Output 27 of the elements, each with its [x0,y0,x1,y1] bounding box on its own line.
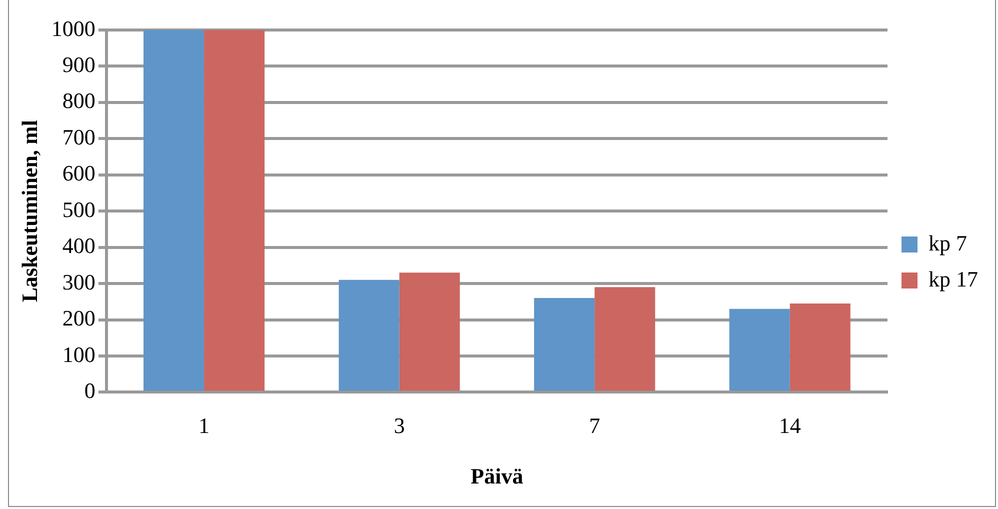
y-tick-label: 900 [62,52,96,77]
y-tick-label: 400 [62,233,96,258]
y-tick-label: 300 [62,269,96,294]
y-tick-label: 700 [62,124,96,150]
bar [534,298,595,391]
bar [338,280,400,391]
x-tick-label: 14 [778,413,801,438]
y-tick-label: 200 [62,306,96,331]
y-tick-label: 1000 [51,16,96,41]
bar [729,308,790,391]
bar [399,272,460,391]
y-tick-label: 500 [62,196,96,222]
bar [594,287,656,391]
y-tick-label: 800 [62,88,96,114]
x-tick-label: 1 [198,413,210,438]
x-axis-title: Päivä [470,463,524,488]
bar [204,30,265,391]
y-tick-label: 0 [84,378,96,403]
x-tick-label: 7 [589,413,600,438]
y-tick-label: 100 [62,342,96,367]
legend-label: kp 7 [928,230,967,256]
bar [144,30,204,391]
bar [790,303,850,391]
x-tick-label: 3 [394,413,405,438]
y-tick-label: 600 [62,160,96,186]
legend-label: kp 17 [928,266,978,292]
y-axis-title: Laskeutuminen, ml [16,120,42,302]
